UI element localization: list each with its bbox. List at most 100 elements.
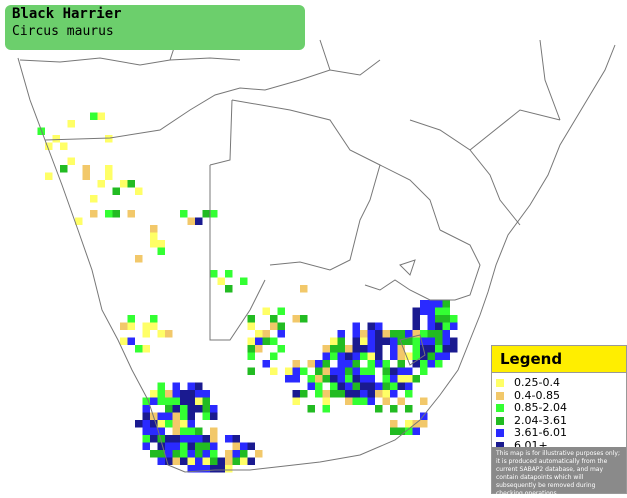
cell <box>270 337 278 345</box>
cell <box>367 337 375 345</box>
cell <box>435 322 443 330</box>
cell <box>165 457 173 465</box>
cell <box>397 337 405 345</box>
cell <box>187 217 195 225</box>
cell <box>142 427 150 435</box>
cell <box>322 345 330 353</box>
cell <box>337 360 345 368</box>
cell <box>427 330 435 338</box>
cell <box>195 465 203 473</box>
cell <box>277 330 285 338</box>
cell <box>360 397 368 405</box>
legend-entry: 0.4-0.85 <box>496 389 626 402</box>
cell <box>270 322 278 330</box>
cell <box>412 315 420 323</box>
cell <box>172 450 180 458</box>
cell <box>352 367 360 375</box>
cell <box>315 382 323 390</box>
cell <box>127 322 135 330</box>
cell <box>97 180 105 188</box>
cell <box>172 420 180 428</box>
cell <box>405 367 413 375</box>
cell <box>300 390 308 398</box>
cell <box>217 277 225 285</box>
cell <box>330 382 338 390</box>
cell <box>405 330 413 338</box>
cell <box>420 397 428 405</box>
cell <box>142 435 150 443</box>
cell <box>255 330 263 338</box>
cell <box>127 315 135 323</box>
cell <box>210 427 218 435</box>
cell <box>202 390 210 398</box>
cell <box>210 450 218 458</box>
cell <box>247 337 255 345</box>
legend: Legend 0.25-0.4 0.4-0.85 0.85-2.04 2.04-3.6… <box>491 345 627 497</box>
cell <box>300 285 308 293</box>
cell <box>157 457 165 465</box>
cell <box>307 375 315 383</box>
cell <box>210 435 218 443</box>
cell <box>240 442 248 450</box>
cell <box>427 352 435 360</box>
cell <box>412 345 420 353</box>
cell <box>120 180 128 188</box>
cell <box>135 255 143 263</box>
cell <box>390 337 398 345</box>
cell <box>247 322 255 330</box>
cell <box>142 420 150 428</box>
cell <box>330 375 338 383</box>
cell <box>345 367 353 375</box>
cell <box>150 450 158 458</box>
cell <box>60 165 68 173</box>
cell <box>247 345 255 353</box>
cell <box>127 337 135 345</box>
cell <box>352 352 360 360</box>
cell <box>367 352 375 360</box>
cell <box>397 382 405 390</box>
cell <box>157 382 165 390</box>
cell <box>382 330 390 338</box>
cell <box>135 187 143 195</box>
cell <box>247 352 255 360</box>
cell <box>412 352 420 360</box>
cell <box>180 442 188 450</box>
cell <box>375 345 383 353</box>
cell <box>367 375 375 383</box>
cell <box>172 442 180 450</box>
cell <box>405 382 413 390</box>
cell <box>180 397 188 405</box>
cell <box>360 337 368 345</box>
cell <box>427 345 435 353</box>
cell <box>435 330 443 338</box>
cell <box>262 330 270 338</box>
cell <box>390 352 398 360</box>
cell <box>157 442 165 450</box>
cell <box>322 405 330 413</box>
cell <box>442 307 450 315</box>
cell <box>367 367 375 375</box>
cell <box>135 345 143 353</box>
cell <box>375 337 383 345</box>
cell <box>405 352 413 360</box>
cell <box>150 435 158 443</box>
legend-label: 0.85-2.04 <box>514 401 567 415</box>
cell <box>397 352 405 360</box>
cell <box>412 427 420 435</box>
cell <box>255 345 263 353</box>
cell <box>105 165 113 173</box>
cell <box>255 337 263 345</box>
legend-swatch <box>496 379 504 387</box>
cell <box>307 405 315 413</box>
cell <box>337 330 345 338</box>
legend-label: 2.04-3.61 <box>514 413 567 427</box>
cell <box>397 330 405 338</box>
cell <box>270 367 278 375</box>
cell <box>180 457 188 465</box>
cell <box>352 330 360 338</box>
cell <box>427 360 435 368</box>
cell <box>142 412 150 420</box>
cell <box>405 337 413 345</box>
cell <box>382 382 390 390</box>
